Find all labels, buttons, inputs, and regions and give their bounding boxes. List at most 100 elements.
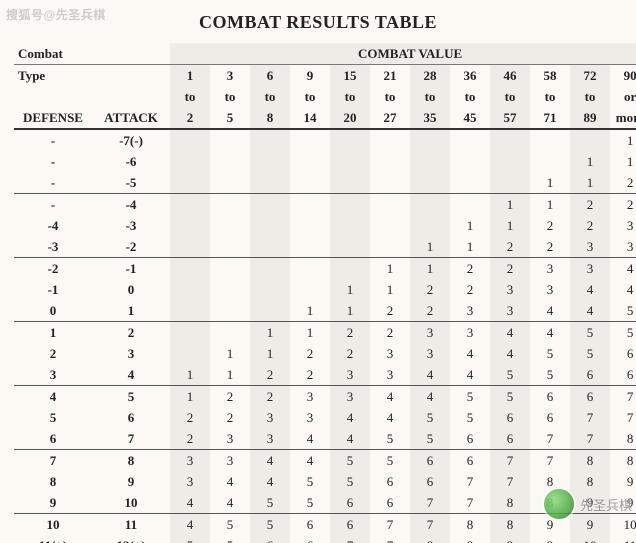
cell-attack: -6	[92, 151, 170, 172]
cell-value: 6	[530, 407, 570, 428]
cell-value: 4	[170, 514, 210, 536]
header-combat-value-label: COMBAT VALUE	[170, 43, 636, 65]
cell-value: 3	[530, 258, 570, 280]
header-range-line1: 46	[490, 65, 530, 87]
cell-value: 6	[330, 492, 370, 514]
cell-value: 1	[610, 151, 636, 172]
cell-value: 2	[170, 428, 210, 450]
cell-value	[210, 172, 250, 194]
cell-value	[170, 322, 210, 344]
cell-value: 9	[610, 492, 636, 514]
cell-attack: 5	[92, 386, 170, 408]
table-row: 10114556677889910	[14, 514, 636, 536]
cell-value: 6	[490, 407, 530, 428]
cell-value: 4	[210, 492, 250, 514]
cell-value	[330, 172, 370, 194]
cell-attack: 12(+)	[92, 535, 170, 543]
cell-value	[170, 129, 210, 151]
table-row: --41122	[14, 194, 636, 216]
cell-value: 2	[610, 194, 636, 216]
cell-value: 9	[610, 471, 636, 492]
header-range-line2: to	[210, 86, 250, 107]
cell-value: 3	[290, 386, 330, 408]
cell-value: 5	[330, 471, 370, 492]
cell-value: 1	[370, 258, 410, 280]
header-range-line3: 57	[490, 107, 530, 129]
cell-value: 5	[410, 407, 450, 428]
cell-value: 8	[410, 535, 450, 543]
cell-value: 8	[490, 492, 530, 514]
cell-value: 5	[370, 428, 410, 450]
watermark-top-left: 搜狐号@先圣兵棋	[6, 6, 106, 23]
cell-value	[410, 215, 450, 236]
cell-attack: 0	[92, 279, 170, 300]
cell-value: 6	[450, 428, 490, 450]
cell-value	[210, 258, 250, 280]
cell-value: 4	[570, 300, 610, 322]
cell-defense: -	[14, 129, 92, 151]
cell-value: 7	[570, 428, 610, 450]
cell-defense: -	[14, 194, 92, 216]
cell-value: 6	[250, 535, 290, 543]
cell-value: 4	[450, 343, 490, 364]
cell-value	[370, 129, 410, 151]
cell-value: 3	[490, 300, 530, 322]
header-range-line2: to	[490, 86, 530, 107]
cell-defense: 11(+)	[14, 535, 92, 543]
cell-value: 2	[250, 386, 290, 408]
cell-value	[290, 194, 330, 216]
header-range-line3: 71	[530, 107, 570, 129]
cell-value: 4	[490, 322, 530, 344]
cell-value: 2	[210, 407, 250, 428]
cell-attack: 3	[92, 343, 170, 364]
table-row: 78334455667788	[14, 450, 636, 472]
cell-value: 6	[370, 471, 410, 492]
cell-value: 9	[490, 535, 530, 543]
cell-value: 5	[530, 364, 570, 386]
cell-value: 8	[530, 471, 570, 492]
cell-value: 8	[450, 535, 490, 543]
cell-defense: 10	[14, 514, 92, 536]
cell-value: 4	[610, 258, 636, 280]
cell-value: 4	[530, 300, 570, 322]
cell-value: 9	[530, 514, 570, 536]
cell-value	[370, 194, 410, 216]
cell-value: 10	[570, 535, 610, 543]
cell-defense: -4	[14, 215, 92, 236]
cell-attack: -5	[92, 172, 170, 194]
cell-value: 1	[170, 364, 210, 386]
cell-attack: -1	[92, 258, 170, 280]
cell-value: 7	[330, 535, 370, 543]
cell-value: 1	[330, 279, 370, 300]
header-range-line1: 3	[210, 65, 250, 87]
header-range-line1: 72	[570, 65, 610, 87]
header-range-line1: 36	[450, 65, 490, 87]
cell-value	[210, 300, 250, 322]
cell-value: 5	[250, 514, 290, 536]
table-row: 121122334455	[14, 322, 636, 344]
cell-defense: 8	[14, 471, 92, 492]
cell-defense: 0	[14, 300, 92, 322]
cell-value	[410, 129, 450, 151]
cell-value: 7	[490, 471, 530, 492]
cell-value: 1	[250, 322, 290, 344]
cell-value	[330, 236, 370, 258]
cell-value: 5	[570, 322, 610, 344]
cell-value	[290, 236, 330, 258]
cell-value	[450, 194, 490, 216]
cell-value: 2	[610, 172, 636, 194]
cell-value: 5	[330, 450, 370, 472]
header-range-line1: 1	[170, 65, 210, 87]
cell-value: 1	[570, 172, 610, 194]
header-range-line2: to	[530, 86, 570, 107]
cell-value: 8	[610, 450, 636, 472]
cell-value: 5	[450, 386, 490, 408]
header-range-line2: to	[570, 86, 610, 107]
cell-value: 2	[530, 236, 570, 258]
header-attack-label: ATTACK	[92, 107, 170, 129]
table-row: 11(+)12(+)55667788991011	[14, 535, 636, 543]
cell-value: 3	[530, 279, 570, 300]
header-range-line2: to	[330, 86, 370, 107]
cell-value: 2	[410, 279, 450, 300]
cell-value: 5	[250, 492, 290, 514]
